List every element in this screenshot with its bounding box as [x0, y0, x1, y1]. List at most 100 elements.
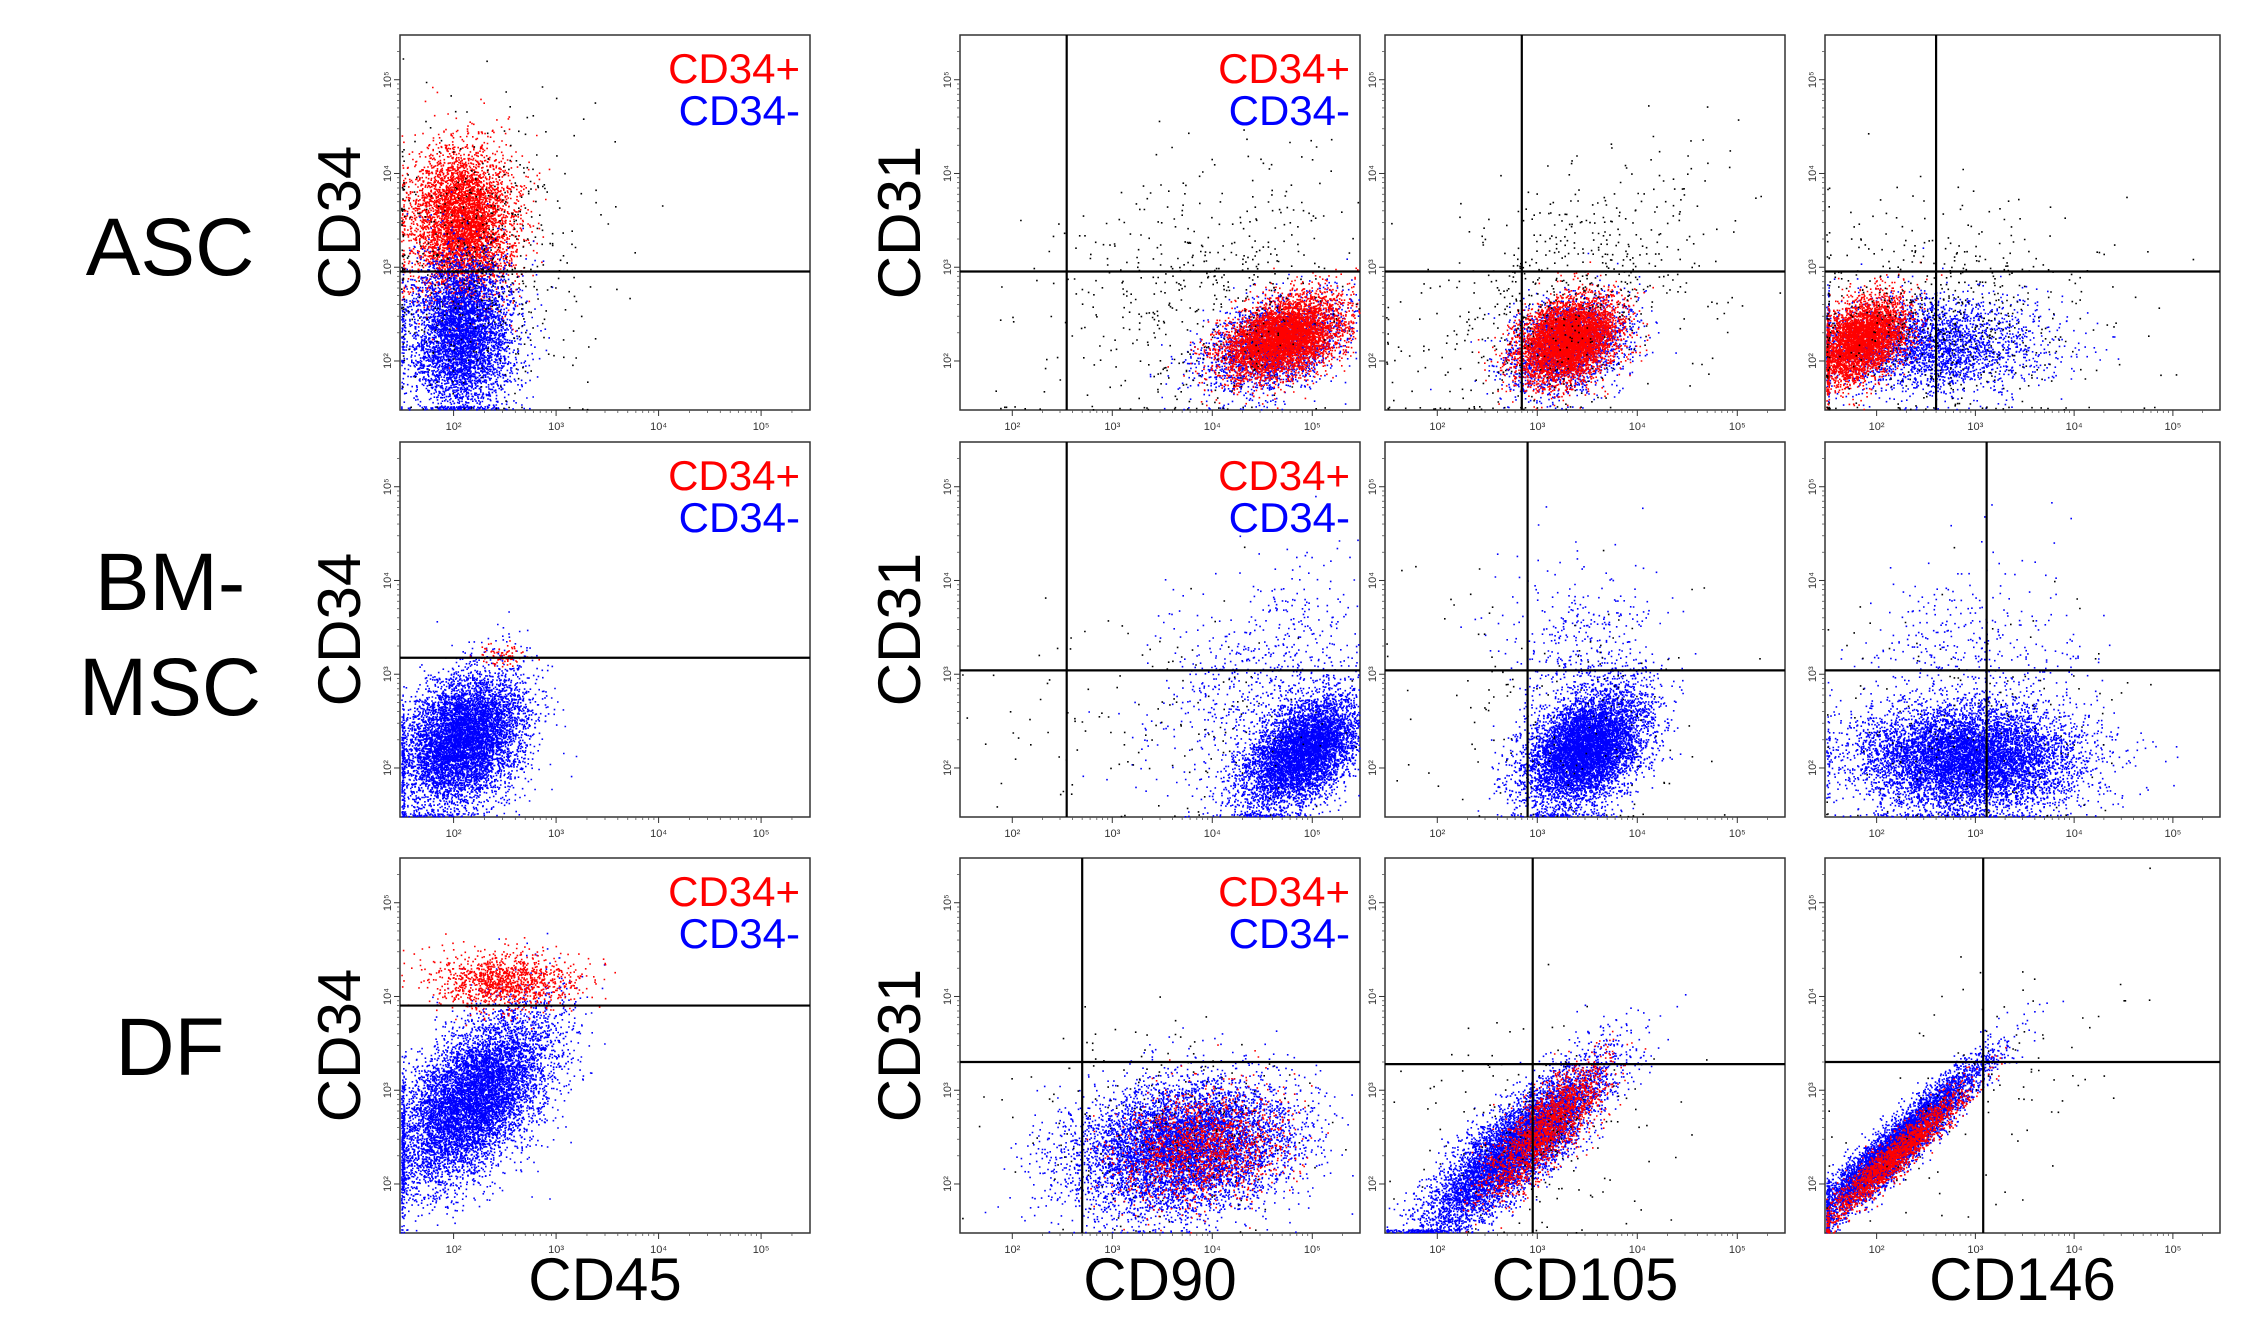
- point-series-pos: [1460, 1030, 1647, 1233]
- x-tick-label: 10²: [446, 421, 462, 433]
- x-tick-label: 10⁴: [650, 1244, 667, 1256]
- point-cloud: [401, 58, 664, 411]
- y-tick-label: 10³: [382, 1082, 394, 1098]
- y-tick-label: 10²: [942, 760, 954, 776]
- x-tick-label: 10²: [1004, 1244, 1020, 1256]
- y-tick-label: 10²: [1807, 353, 1819, 369]
- y-axis-label: CD31: [866, 969, 933, 1122]
- legend-cd34-negative: CD34-: [679, 910, 800, 957]
- y-axis-label: CD31: [866, 146, 933, 299]
- y-tick-label: 10²: [382, 353, 394, 369]
- point-cloud: [995, 120, 1361, 411]
- row-label: MSC: [79, 642, 261, 733]
- scatter-panel: 10² 10² 10³ 10³ 10⁴ 10⁴ 10⁵ 10⁵ CD105: [1367, 857, 1786, 1313]
- x-tick-label: 10⁵: [2164, 828, 2181, 840]
- y-tick-label: 10²: [1367, 353, 1379, 369]
- x-tick-label: 10³: [1529, 421, 1545, 433]
- point-series-neg: [1826, 657, 2179, 818]
- y-tick-label: 10⁴: [382, 165, 394, 182]
- scatter-panel: 10² 10² 10³ 10³ 10⁴ 10⁴ 10⁵ 10⁵ CD34+CD34- CD31: [866, 34, 1361, 433]
- x-tick-label: 10²: [1429, 828, 1445, 840]
- legend-cd34-positive: CD34+: [1218, 452, 1350, 499]
- legend-cd34-negative: CD34-: [679, 87, 800, 134]
- y-tick-label: 10⁴: [382, 572, 394, 589]
- point-cloud: [1386, 105, 1782, 411]
- x-tick-label: 10⁴: [650, 421, 667, 433]
- legend-cd34-positive: CD34+: [1218, 45, 1350, 92]
- scatter-panel: 10² 10² 10³ 10³ 10⁴ 10⁴ 10⁵ 10⁵: [1807, 441, 2221, 840]
- y-tick-label: 10⁵: [942, 894, 954, 911]
- point-series-neg: [1477, 656, 1684, 818]
- y-tick-label: 10²: [382, 1176, 394, 1192]
- point-series-pos: [1477, 261, 1654, 411]
- x-tick-label: 10²: [1004, 421, 1020, 433]
- y-tick-label: 10³: [942, 666, 954, 682]
- legend-cd34-negative: CD34-: [1229, 494, 1350, 541]
- point-series-pos: [469, 640, 540, 668]
- x-tick-label: 10³: [1104, 421, 1120, 433]
- y-tick-label: 10⁵: [1807, 894, 1819, 911]
- y-tick-label: 10²: [942, 353, 954, 369]
- y-tick-label: 10⁵: [1807, 71, 1819, 88]
- y-tick-label: 10²: [1807, 760, 1819, 776]
- scatter-panel: 10² 10² 10³ 10³ 10⁴ 10⁴ 10⁵ 10⁵: [1807, 34, 2221, 433]
- y-tick-label: 10⁴: [942, 572, 954, 589]
- point-cloud: [1386, 506, 1761, 818]
- scatter-panel: 10² 10² 10³ 10³ 10⁴ 10⁴ 10⁵ 10⁵ CD34+CD34- CD34 CD…: [306, 857, 811, 1313]
- point-series-pos: [401, 86, 551, 369]
- x-tick-label: 10⁵: [1304, 421, 1321, 433]
- x-tick-label: 10³: [1967, 828, 1983, 840]
- x-tick-label: 10²: [1004, 828, 1020, 840]
- x-tick-label: 10²: [1869, 421, 1885, 433]
- x-tick-label: 10⁵: [753, 828, 770, 840]
- y-tick-label: 10⁵: [1367, 894, 1379, 911]
- x-tick-label: 10⁴: [1629, 421, 1646, 433]
- y-tick-label: 10⁴: [382, 988, 394, 1005]
- x-axis-label: CD105: [1492, 1246, 1679, 1313]
- point-series-neg: [1386, 994, 1687, 1234]
- x-tick-label: 10³: [1529, 828, 1545, 840]
- legend-cd34-positive: CD34+: [668, 452, 800, 499]
- y-tick-label: 10³: [1807, 259, 1819, 275]
- x-tick-label: 10²: [446, 828, 462, 840]
- scatter-panel: 10² 10² 10³ 10³ 10⁴ 10⁴ 10⁵ 10⁵ CD34+CD34- CD31: [866, 441, 1361, 840]
- x-axis-label: CD90: [1083, 1246, 1236, 1313]
- x-tick-label: 10⁴: [1204, 421, 1221, 433]
- point-series-pos: [1080, 1044, 1329, 1234]
- y-tick-label: 10⁴: [942, 165, 954, 182]
- x-tick-label: 10³: [1967, 421, 1983, 433]
- x-tick-label: 10⁴: [2066, 421, 2083, 433]
- x-tick-label: 10⁵: [1729, 421, 1746, 433]
- legend-cd34-negative: CD34-: [679, 494, 800, 541]
- x-tick-label: 10⁵: [1729, 1244, 1746, 1256]
- y-tick-label: 10⁴: [942, 988, 954, 1005]
- y-axis-label: CD34: [306, 553, 373, 706]
- y-tick-label: 10³: [1367, 1082, 1379, 1098]
- x-tick-label: 10⁵: [753, 421, 770, 433]
- point-series-pos: [1826, 1046, 2007, 1234]
- x-tick-label: 10²: [1869, 1244, 1885, 1256]
- y-tick-label: 10⁴: [1367, 988, 1379, 1005]
- row-label: BM-: [95, 537, 245, 628]
- scatter-panel: 10² 10² 10³ 10³ 10⁴ 10⁴ 10⁵ 10⁵ CD34+CD34- CD34: [306, 34, 811, 433]
- point-series-neg: [1188, 656, 1361, 818]
- point-series-neg: [401, 932, 606, 1234]
- y-tick-label: 10²: [1807, 1176, 1819, 1192]
- x-tick-label: 10⁴: [1629, 828, 1646, 840]
- y-tick-label: 10³: [1367, 259, 1379, 275]
- legend-cd34-positive: CD34+: [668, 45, 800, 92]
- y-tick-label: 10³: [1807, 1082, 1819, 1098]
- point-cloud: [962, 495, 1361, 818]
- x-tick-label: 10³: [1104, 828, 1120, 840]
- point-series-neg: [401, 611, 578, 818]
- y-tick-label: 10⁵: [942, 478, 954, 495]
- point-cloud: [1826, 502, 2179, 818]
- y-tick-label: 10⁴: [1807, 572, 1819, 589]
- y-tick-label: 10³: [1807, 666, 1819, 682]
- x-tick-label: 10⁵: [2164, 421, 2181, 433]
- scatter-panel: 10² 10² 10³ 10³ 10⁴ 10⁴ 10⁵ 10⁵ CD146: [1807, 857, 2221, 1313]
- y-tick-label: 10⁴: [1367, 165, 1379, 182]
- point-cloud: [401, 932, 616, 1234]
- y-tick-label: 10²: [942, 1176, 954, 1192]
